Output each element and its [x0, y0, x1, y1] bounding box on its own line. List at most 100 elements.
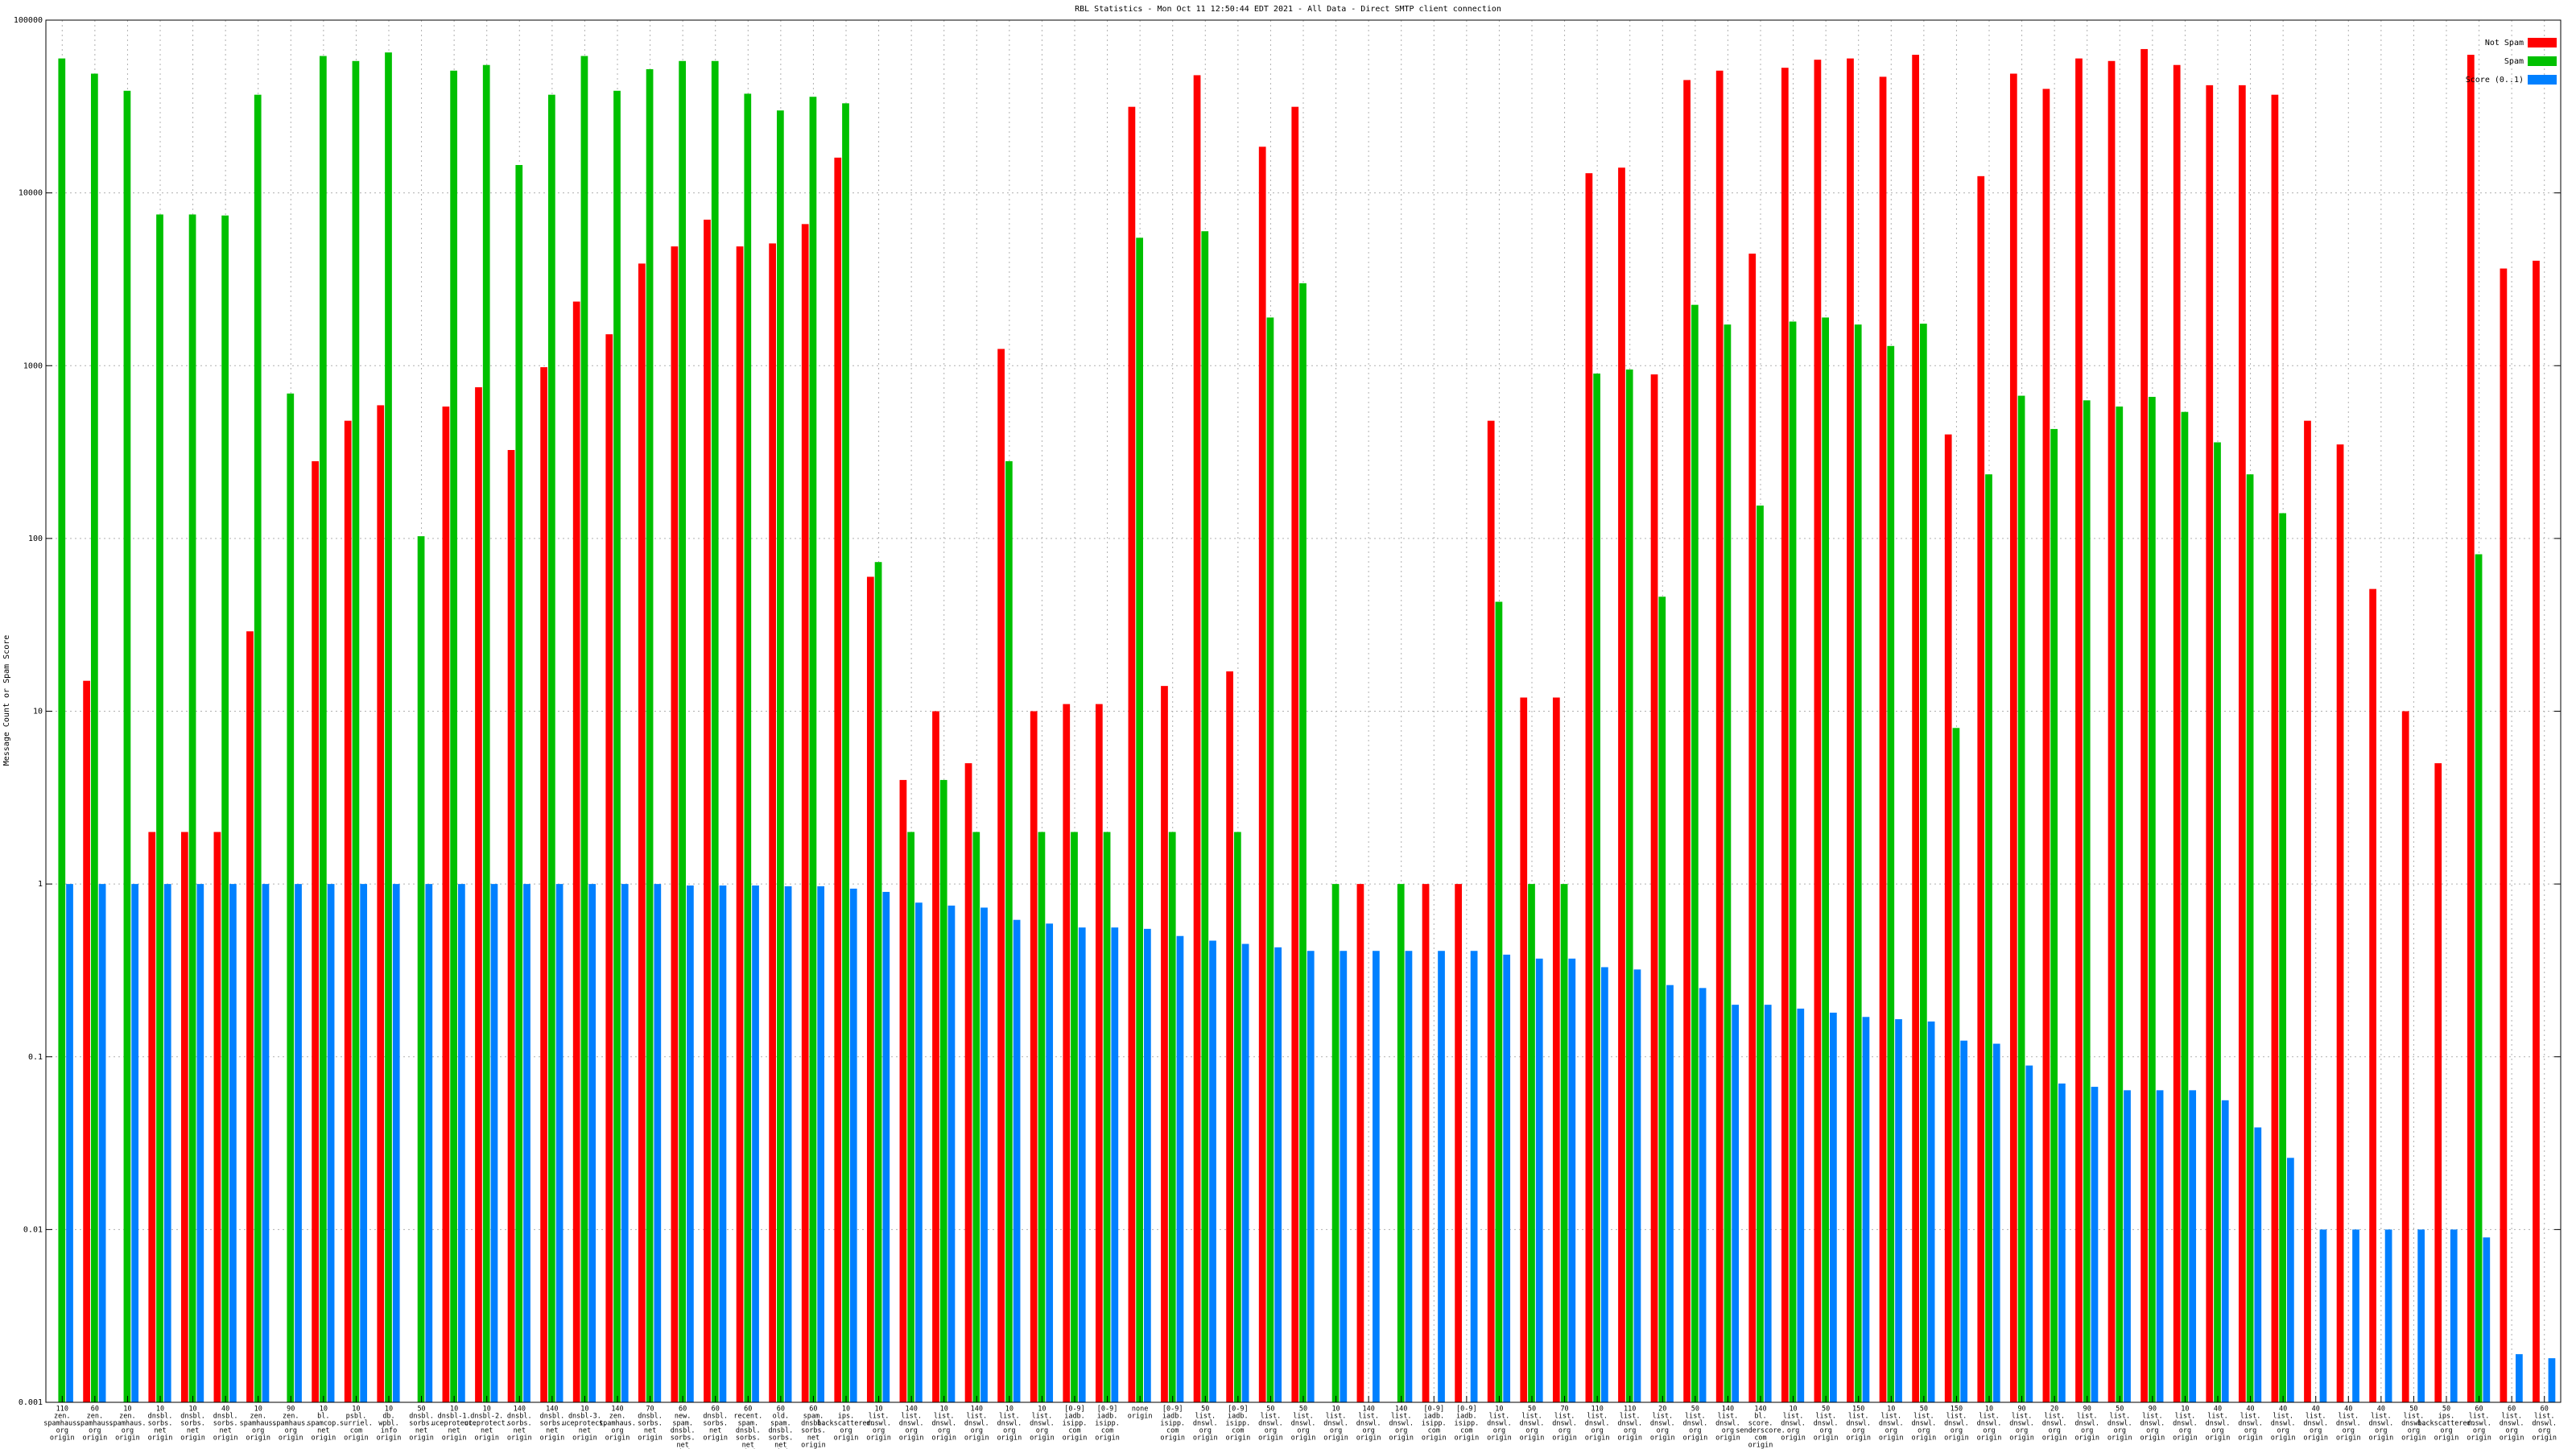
x-tick-label: origin	[2074, 1435, 2099, 1443]
bar	[425, 884, 433, 1402]
x-tick-label: dnswl.	[997, 1420, 1022, 1428]
x-tick-label: list.	[2534, 1413, 2555, 1421]
x-tick-label: org	[1624, 1427, 1636, 1435]
bar	[2516, 1354, 2523, 1402]
x-tick-label: 50	[1822, 1406, 1830, 1414]
x-tick-label: origin	[801, 1442, 826, 1449]
x-tick-label: net	[415, 1427, 427, 1435]
bar	[1847, 58, 1854, 1403]
bar	[523, 884, 530, 1402]
x-tick-label: dnswl.	[2107, 1420, 2132, 1428]
bar	[196, 884, 204, 1402]
x-tick-label: sorbs.	[703, 1420, 728, 1428]
x-tick-label: surriel.	[340, 1420, 373, 1428]
x-tick-label: origin	[246, 1435, 270, 1443]
bar	[98, 884, 106, 1402]
x-tick-label: spamhaus.	[240, 1420, 277, 1428]
bar	[1487, 420, 1495, 1402]
x-tick-label: origin	[1095, 1435, 1120, 1443]
bar	[1030, 711, 1038, 1402]
bar	[1919, 324, 1927, 1403]
x-tick-label: org	[2179, 1427, 2191, 1435]
x-tick-label: dnsbl.	[671, 1427, 696, 1435]
x-tick-label: origin	[997, 1435, 1022, 1443]
bar	[319, 56, 327, 1402]
x-tick-label: origin	[1715, 1435, 1740, 1443]
x-tick-label: list.	[2469, 1413, 2490, 1421]
bar	[1781, 68, 1789, 1403]
bar	[711, 60, 719, 1402]
bar	[417, 536, 425, 1402]
x-tick-label: origin	[1356, 1435, 1381, 1443]
x-tick-label: 20	[2050, 1406, 2058, 1414]
x-tick-label: com	[350, 1427, 362, 1435]
x-tick-label: 10	[156, 1406, 164, 1414]
x-tick-label: 50	[1528, 1406, 1536, 1414]
x-tick-label: origin	[1682, 1435, 1707, 1443]
x-tick-label: 10	[320, 1406, 328, 1414]
bar	[2304, 420, 2311, 1402]
x-tick-label: 140	[1395, 1406, 1407, 1414]
x-tick-label: org	[1819, 1427, 1831, 1435]
x-tick-label: dnsbl.	[539, 1413, 564, 1421]
bar	[1373, 951, 1380, 1402]
x-tick-label: org	[1983, 1427, 1995, 1435]
bar	[2042, 89, 2050, 1403]
x-tick-label: origin	[605, 1435, 630, 1443]
legend-label: Score (0..1)	[2466, 76, 2524, 85]
bar	[719, 886, 727, 1402]
bar	[834, 157, 842, 1402]
x-tick-label: isipp.	[1422, 1420, 1447, 1428]
bar	[482, 64, 490, 1403]
legend-label: Spam	[2504, 57, 2524, 66]
bar	[1193, 75, 1201, 1403]
x-tick-label: org	[2375, 1427, 2387, 1435]
x-tick-label: origin	[2271, 1435, 2296, 1443]
x-tick-label: origin	[2140, 1435, 2165, 1443]
x-tick-label: origin	[2467, 1435, 2491, 1443]
x-tick-label: dnswl.	[1356, 1420, 1381, 1428]
x-tick-label: org	[840, 1427, 852, 1435]
bar	[1356, 884, 1364, 1402]
x-tick-label: origin	[344, 1435, 369, 1443]
bar	[377, 405, 385, 1402]
x-tick-label: zen.	[54, 1413, 70, 1421]
x-tick-label: list.	[1489, 1413, 1510, 1421]
y-tick-label: 0.1	[28, 1053, 43, 1062]
bar	[1038, 832, 1046, 1402]
x-tick-label: dnswl.	[1879, 1420, 1904, 1428]
bar	[1690, 304, 1699, 1402]
x-tick-label: net	[579, 1427, 591, 1435]
x-tick-label: 40	[2344, 1406, 2352, 1414]
x-tick-label: 110	[1624, 1406, 1636, 1414]
bar	[2450, 1229, 2458, 1402]
bar	[2206, 85, 2214, 1403]
x-tick-label: origin	[1160, 1435, 1185, 1443]
bar	[2475, 554, 2483, 1403]
bar	[1830, 1012, 1837, 1402]
x-tick-label: list.	[1391, 1413, 1412, 1421]
bar	[180, 832, 188, 1402]
x-tick-label: 140	[611, 1406, 623, 1414]
x-tick-label: net	[546, 1427, 558, 1435]
bar	[2483, 1237, 2491, 1402]
x-tick-label: 60	[809, 1406, 817, 1414]
bar	[679, 60, 687, 1402]
x-tick-label: org	[252, 1427, 264, 1435]
bar	[1854, 324, 1862, 1402]
x-tick-label: dnswl.	[2074, 1420, 2099, 1428]
x-tick-label: origin	[1617, 1435, 1642, 1443]
x-tick-label: list.	[2207, 1413, 2228, 1421]
x-tick-label: 140	[514, 1406, 526, 1414]
x-tick-label: origin	[964, 1435, 989, 1443]
bar	[2417, 1229, 2425, 1402]
bar	[1103, 832, 1111, 1402]
x-tick-label: net	[742, 1442, 754, 1449]
bar	[1535, 958, 1543, 1402]
x-tick-label: 50	[1691, 1406, 1699, 1414]
x-tick-label: origin	[2368, 1435, 2393, 1443]
bar	[1144, 928, 1151, 1402]
bar	[744, 93, 752, 1402]
bar	[932, 711, 939, 1402]
x-tick-label: origin	[2009, 1435, 2034, 1443]
